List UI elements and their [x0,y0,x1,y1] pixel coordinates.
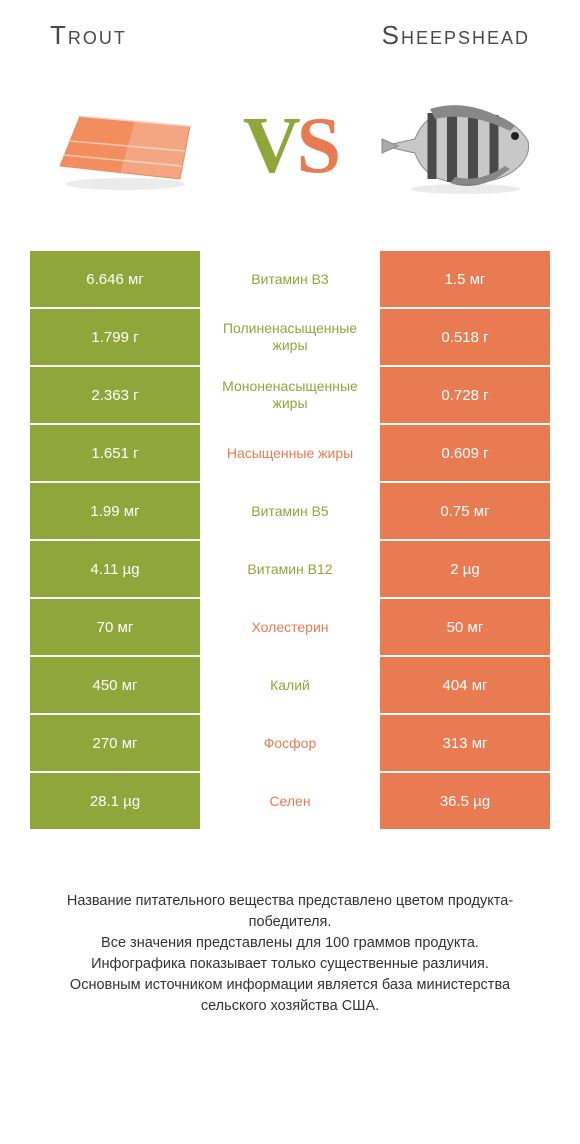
sheepshead-image [370,76,540,216]
value-right: 36.5 µg [380,773,550,829]
nutrient-label: Полиненасыщенные жиры [200,309,380,365]
value-left: 70 мг [30,599,200,655]
table-row: 1.799 гПолиненасыщенные жиры0.518 г [30,309,550,367]
nutrient-label: Фосфор [200,715,380,771]
value-right: 1.5 мг [380,251,550,307]
title-left: Trout [50,20,127,51]
nutrient-label: Холестерин [200,599,380,655]
value-left: 6.646 мг [30,251,200,307]
value-right: 404 мг [380,657,550,713]
trout-image [40,76,210,216]
value-right: 2 µg [380,541,550,597]
value-right: 0.75 мг [380,483,550,539]
value-right: 313 мг [380,715,550,771]
footer-line: Все значения представлены для 100 граммо… [40,933,540,954]
table-row: 70 мгХолестерин50 мг [30,599,550,657]
footer-line: Название питательного вещества представл… [40,891,540,933]
nutrient-label: Селен [200,773,380,829]
titles-row: Trout Sheepshead [20,20,560,51]
value-right: 50 мг [380,599,550,655]
table-row: 1.651 гНасыщенные жиры0.609 г [30,425,550,483]
table-row: 1.99 мгВитамин B50.75 мг [30,483,550,541]
vs-v: V [243,102,297,190]
value-left: 4.11 µg [30,541,200,597]
value-left: 270 мг [30,715,200,771]
value-left: 28.1 µg [30,773,200,829]
table-row: 4.11 µgВитамин B122 µg [30,541,550,599]
vs-s: S [297,102,338,190]
value-left: 2.363 г [30,367,200,423]
table-row: 28.1 µgСелен36.5 µg [30,773,550,831]
nutrient-label: Витамин B5 [200,483,380,539]
footer-note: Название питательного вещества представл… [20,891,560,1017]
value-left: 1.651 г [30,425,200,481]
footer-line: Основным источником информации является … [40,975,540,1017]
nutrient-label: Мононенасыщенные жиры [200,367,380,423]
value-right: 0.518 г [380,309,550,365]
nutrient-label: Калий [200,657,380,713]
value-right: 0.728 г [380,367,550,423]
nutrient-label: Насыщенные жиры [200,425,380,481]
comparison-table: 6.646 мгВитамин B31.5 мг1.799 гПолиненас… [30,251,550,831]
nutrient-label: Витамин B12 [200,541,380,597]
trout-fillet-icon [40,91,210,201]
vs-label: VS [243,101,337,192]
value-left: 450 мг [30,657,200,713]
nutrient-label: Витамин B3 [200,251,380,307]
sheepshead-fish-icon [370,91,540,201]
title-right: Sheepshead [382,20,530,51]
value-left: 1.799 г [30,309,200,365]
value-right: 0.609 г [380,425,550,481]
hero-row: VS [20,71,560,251]
value-left: 1.99 мг [30,483,200,539]
footer-line: Инфографика показывает только существенн… [40,954,540,975]
table-row: 270 мгФосфор313 мг [30,715,550,773]
table-row: 450 мгКалий404 мг [30,657,550,715]
table-row: 2.363 гМононенасыщенные жиры0.728 г [30,367,550,425]
table-row: 6.646 мгВитамин B31.5 мг [30,251,550,309]
